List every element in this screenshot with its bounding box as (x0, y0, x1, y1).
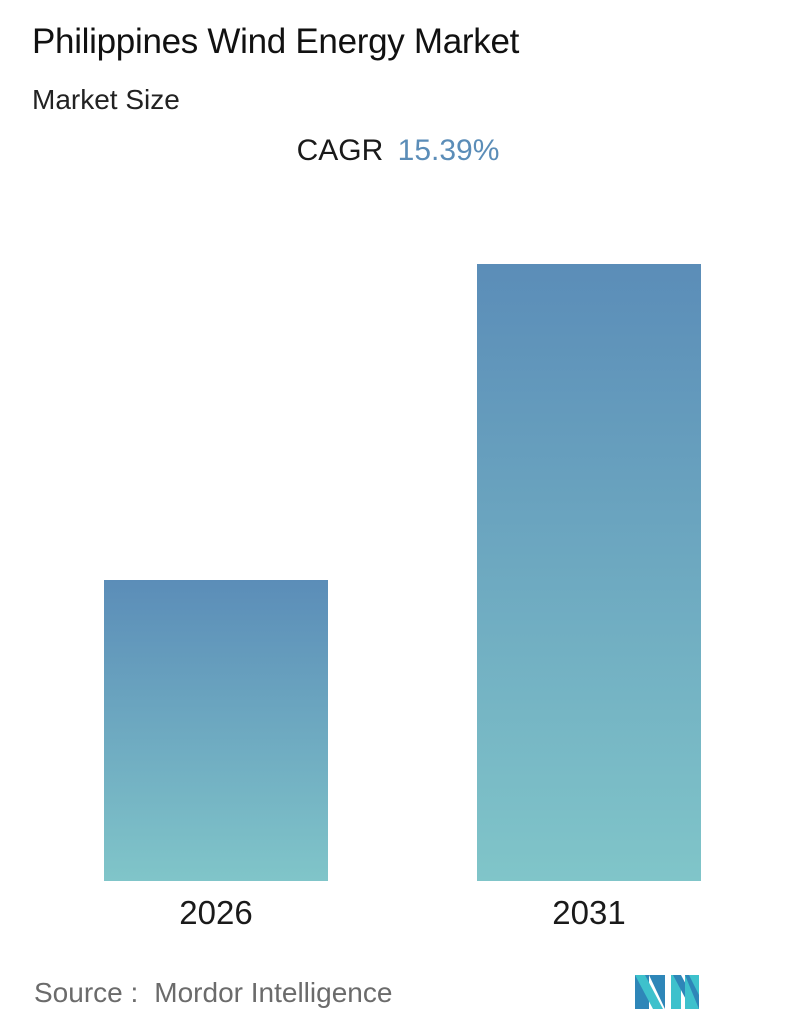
source-label: Source : (34, 977, 139, 1008)
source-name: Mordor Intelligence (154, 977, 393, 1008)
bar-2026 (104, 580, 328, 881)
page-title: Philippines Wind Energy Market (32, 22, 520, 61)
cagr-value: 15.39% (397, 134, 500, 167)
cagr-annotation: CAGR 15.39% (0, 134, 796, 168)
bar-2031 (477, 264, 701, 881)
x-tick-label-2031: 2031 (552, 894, 626, 931)
source-attribution: Source : Mordor Intelligence (34, 977, 392, 1009)
cagr-label: CAGR (296, 134, 384, 167)
x-tick-label-2026: 2026 (179, 894, 253, 931)
mordor-intelligence-logo-icon (635, 975, 699, 1009)
page-subtitle: Market Size (32, 84, 180, 115)
